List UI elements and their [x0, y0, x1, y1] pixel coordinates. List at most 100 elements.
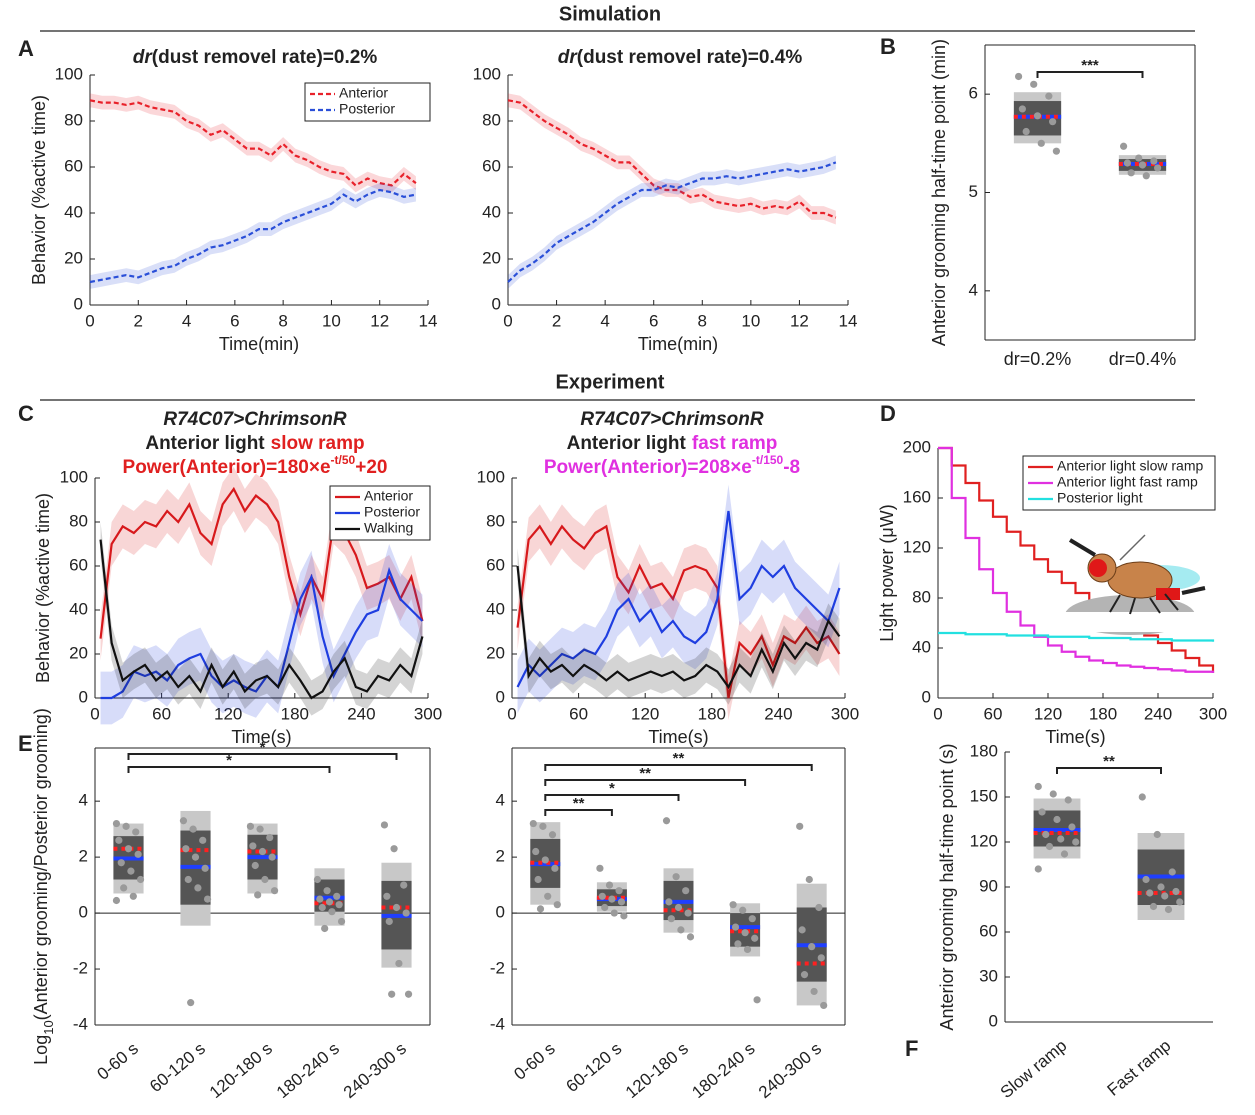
- x-tick-label: 120-180 s: [206, 1039, 276, 1102]
- y-tick-label: 2: [79, 847, 88, 866]
- data-point: [179, 817, 188, 825]
- data-point: [601, 903, 609, 912]
- data-point: [323, 887, 331, 895]
- data-point: [529, 819, 537, 828]
- x-tick-label: Slow ramp: [997, 1036, 1071, 1102]
- legend-label: Anterior: [339, 85, 388, 101]
- x-tick-label: 300: [831, 704, 859, 723]
- series-line: [99, 539, 424, 700]
- data-point: [608, 895, 616, 903]
- data-point: [741, 929, 749, 937]
- chart-title: R74C07>ChrimsonR: [580, 409, 763, 430]
- data-point: [748, 915, 756, 923]
- data-point: [266, 833, 274, 842]
- y-axis-label-part: 10: [41, 1020, 56, 1034]
- data-point: [390, 845, 398, 853]
- y-tick-label: 0: [496, 687, 505, 706]
- data-point: [392, 903, 401, 912]
- y-tick-label: 0: [922, 687, 931, 706]
- chart-title: Power(Anterior)=180×e-t/50+20: [123, 453, 388, 478]
- data-point: [800, 971, 809, 979]
- y-axis-label: Anterior grooming half-time point (min): [929, 39, 949, 346]
- data-point: [201, 864, 209, 872]
- data-point: [548, 831, 557, 839]
- data-point: [1060, 850, 1069, 858]
- legend-label: Posterior light: [1057, 490, 1143, 506]
- legend-label: Anterior: [364, 488, 413, 504]
- data-point: [672, 873, 680, 881]
- data-point: [665, 898, 673, 906]
- x-tick-label: 240-300 s: [755, 1039, 825, 1102]
- significance-bracket: [544, 779, 747, 786]
- y-tick-label: 80: [912, 587, 931, 606]
- x-tick-label: 180: [1089, 704, 1117, 723]
- data-point: [404, 990, 413, 998]
- significance-label: **: [573, 795, 585, 812]
- x-tick-label: 0: [85, 311, 94, 330]
- x-tick-label: 240-300 s: [340, 1039, 410, 1102]
- x-tick-label: 0: [933, 704, 942, 723]
- panel-letter: F: [905, 1036, 918, 1061]
- y-tick-label: 100: [477, 467, 505, 486]
- significance-label: *: [260, 739, 266, 756]
- data-point: [1164, 905, 1173, 914]
- data-point: [729, 901, 737, 909]
- x-axis-label: Time(s): [648, 727, 708, 747]
- data-point: [256, 825, 264, 833]
- data-point: [539, 822, 547, 830]
- fly-legs: [1109, 593, 1179, 615]
- x-axis-label: Time(s): [231, 727, 291, 747]
- data-point: [1123, 159, 1131, 167]
- data-point: [534, 875, 542, 884]
- chart-title-part: slow ramp: [271, 433, 365, 454]
- data-point: [815, 903, 823, 912]
- chart-title: dr(dust removel rate)=0.4%: [558, 47, 803, 68]
- significance-label: **: [639, 765, 651, 782]
- data-point: [817, 954, 825, 962]
- significance-label: **: [1103, 753, 1115, 770]
- y-tick-label: 2: [496, 847, 505, 866]
- y-tick-label: -2: [490, 959, 505, 978]
- x-tick-label: 60: [984, 704, 1003, 723]
- data-point: [743, 945, 752, 954]
- y-axis-label: Anterior grooming half-time point (s): [937, 743, 957, 1030]
- data-point: [610, 909, 618, 917]
- x-tick-label: 60: [152, 704, 171, 723]
- data-point: [134, 850, 142, 858]
- error-band: [100, 544, 423, 725]
- x-tick-label: 6: [230, 311, 239, 330]
- y-tick-label: -2: [73, 959, 88, 978]
- data-point: [1068, 823, 1076, 831]
- x-axis-label: Time(min): [638, 334, 718, 354]
- error-band: [517, 484, 840, 714]
- significance-label: **: [673, 750, 685, 767]
- data-point: [383, 892, 391, 900]
- data-point: [194, 884, 202, 892]
- y-tick-label: 80: [482, 110, 501, 129]
- data-point: [1127, 169, 1135, 177]
- data-point: [1034, 865, 1042, 873]
- error-band: [90, 183, 416, 289]
- chart-title-part: +20: [355, 457, 387, 478]
- y-tick-label: 100: [60, 467, 88, 486]
- data-point: [189, 825, 197, 833]
- y-axis-label: Behavior (%active time): [29, 95, 49, 285]
- y-tick-label: 150: [970, 786, 998, 805]
- error-band: [508, 155, 836, 289]
- data-point: [333, 892, 341, 900]
- y-tick-label: 5: [969, 182, 978, 201]
- data-point: [1034, 782, 1042, 791]
- x-tick-label: Fast ramp: [1104, 1036, 1175, 1100]
- data-point: [184, 875, 192, 884]
- series-line: [516, 524, 841, 699]
- x-tick-label: 240: [347, 704, 375, 723]
- data-point: [796, 822, 804, 830]
- chart-title-part: Anterior light: [567, 433, 687, 454]
- fly-abdomen-light: [1156, 588, 1180, 600]
- x-tick-label: 14: [839, 311, 858, 330]
- x-tick-label: dr=0.4%: [1109, 349, 1177, 369]
- legend-label: Anterior light fast ramp: [1057, 474, 1198, 490]
- y-tick-label: 120: [903, 537, 931, 556]
- significance-bracket: [544, 764, 813, 771]
